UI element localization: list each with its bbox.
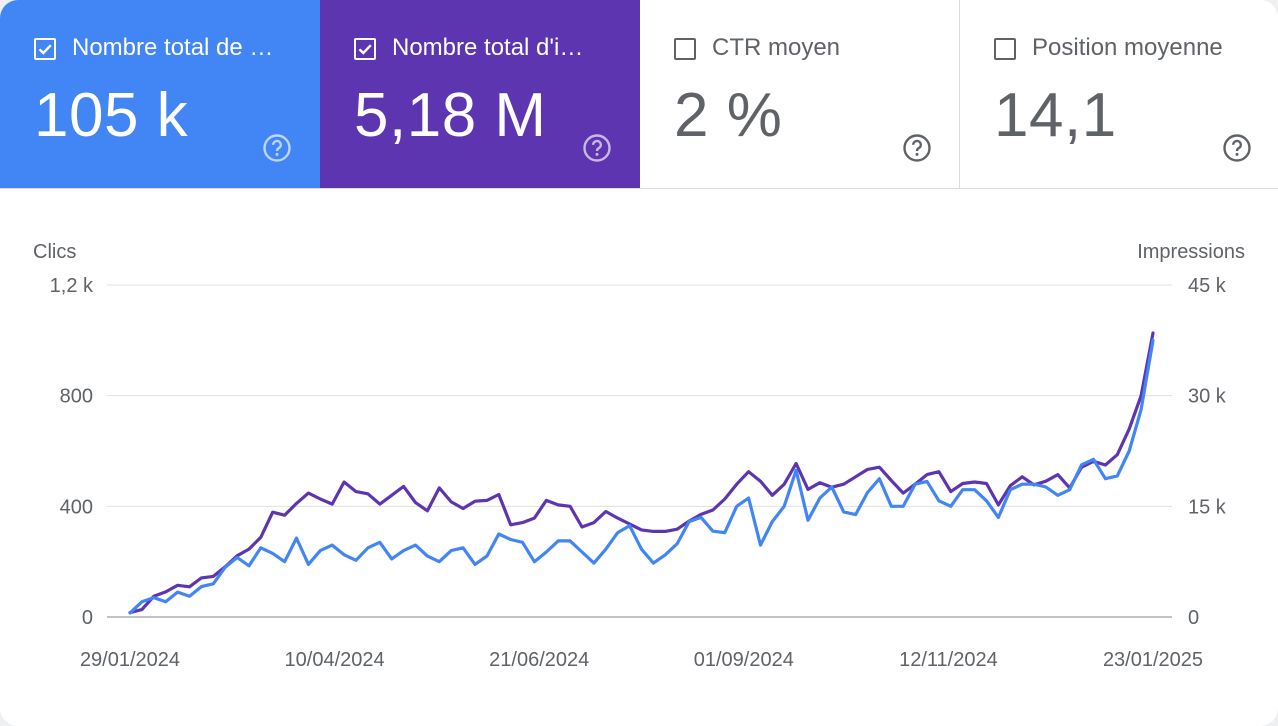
metric-label: CTR moyen xyxy=(712,34,841,61)
metric-tile-position[interactable]: Position moyenne 14,1 xyxy=(960,0,1278,188)
checkbox-impressions[interactable] xyxy=(354,38,376,60)
left-tick-label: 800 xyxy=(60,386,93,408)
right-axis-ticks: 0 15 k 30 k 45 k xyxy=(1188,275,1227,629)
help-circle-icon[interactable] xyxy=(902,133,932,163)
metric-label: Nombre total de … xyxy=(72,34,274,61)
series-lines xyxy=(128,331,1155,615)
right-tick-label: 30 k xyxy=(1188,386,1227,408)
help-circle-icon[interactable] xyxy=(582,133,612,163)
left-tick-label: 0 xyxy=(82,607,93,629)
clicks-line xyxy=(128,338,1155,615)
metric-tile-ctr[interactable]: CTR moyen 2 % xyxy=(640,0,960,188)
checkbox-clicks[interactable] xyxy=(34,38,56,60)
x-tick-label: 12/11/2024 xyxy=(899,649,998,671)
performance-chart: Clics Impressions 0 400 800 1,2 k 0 15 k 30 k… xyxy=(33,241,1245,671)
left-axis-title: Clics xyxy=(33,241,76,263)
left-tick-label: 400 xyxy=(60,496,93,518)
metric-tile-clicks[interactable]: Nombre total de … 105 k xyxy=(0,0,320,188)
right-tick-label: 15 k xyxy=(1188,496,1227,518)
metric-label: Position moyenne xyxy=(1032,34,1223,61)
metric-tiles: Nombre total de … 105 k Nombre total d'i… xyxy=(0,0,1278,189)
x-axis-ticks: 29/01/2024 10/04/2024 21/06/2024 01/09/2024… xyxy=(80,649,1203,671)
right-tick-label: 45 k xyxy=(1188,275,1227,297)
metric-label: Nombre total d'i… xyxy=(392,34,584,61)
left-axis-ticks: 0 400 800 1,2 k xyxy=(50,275,94,629)
metric-value: 105 k xyxy=(34,81,189,150)
metric-value: 14,1 xyxy=(994,81,1117,150)
metric-value: 2 % xyxy=(674,81,783,150)
x-tick-label: 29/01/2024 xyxy=(80,649,180,671)
x-tick-label: 21/06/2024 xyxy=(489,649,589,671)
checkbox-ctr[interactable] xyxy=(674,38,696,60)
metric-value: 5,18 M xyxy=(354,81,547,150)
impressions-line xyxy=(128,331,1155,615)
metric-tile-impressions[interactable]: Nombre total d'i… 5,18 M xyxy=(320,0,640,188)
check-icon xyxy=(38,44,52,55)
help-circle-icon[interactable] xyxy=(262,133,292,163)
right-axis-title: Impressions xyxy=(1137,241,1245,263)
x-tick-label: 10/04/2024 xyxy=(285,649,385,671)
left-tick-label: 1,2 k xyxy=(50,275,94,297)
x-tick-label: 23/01/2025 xyxy=(1103,649,1203,671)
check-icon xyxy=(358,44,372,55)
checkbox-position[interactable] xyxy=(994,38,1016,60)
help-circle-icon[interactable] xyxy=(1222,133,1252,163)
x-tick-label: 01/09/2024 xyxy=(694,649,794,671)
gridlines xyxy=(107,284,1172,618)
right-tick-label: 0 xyxy=(1188,607,1199,629)
